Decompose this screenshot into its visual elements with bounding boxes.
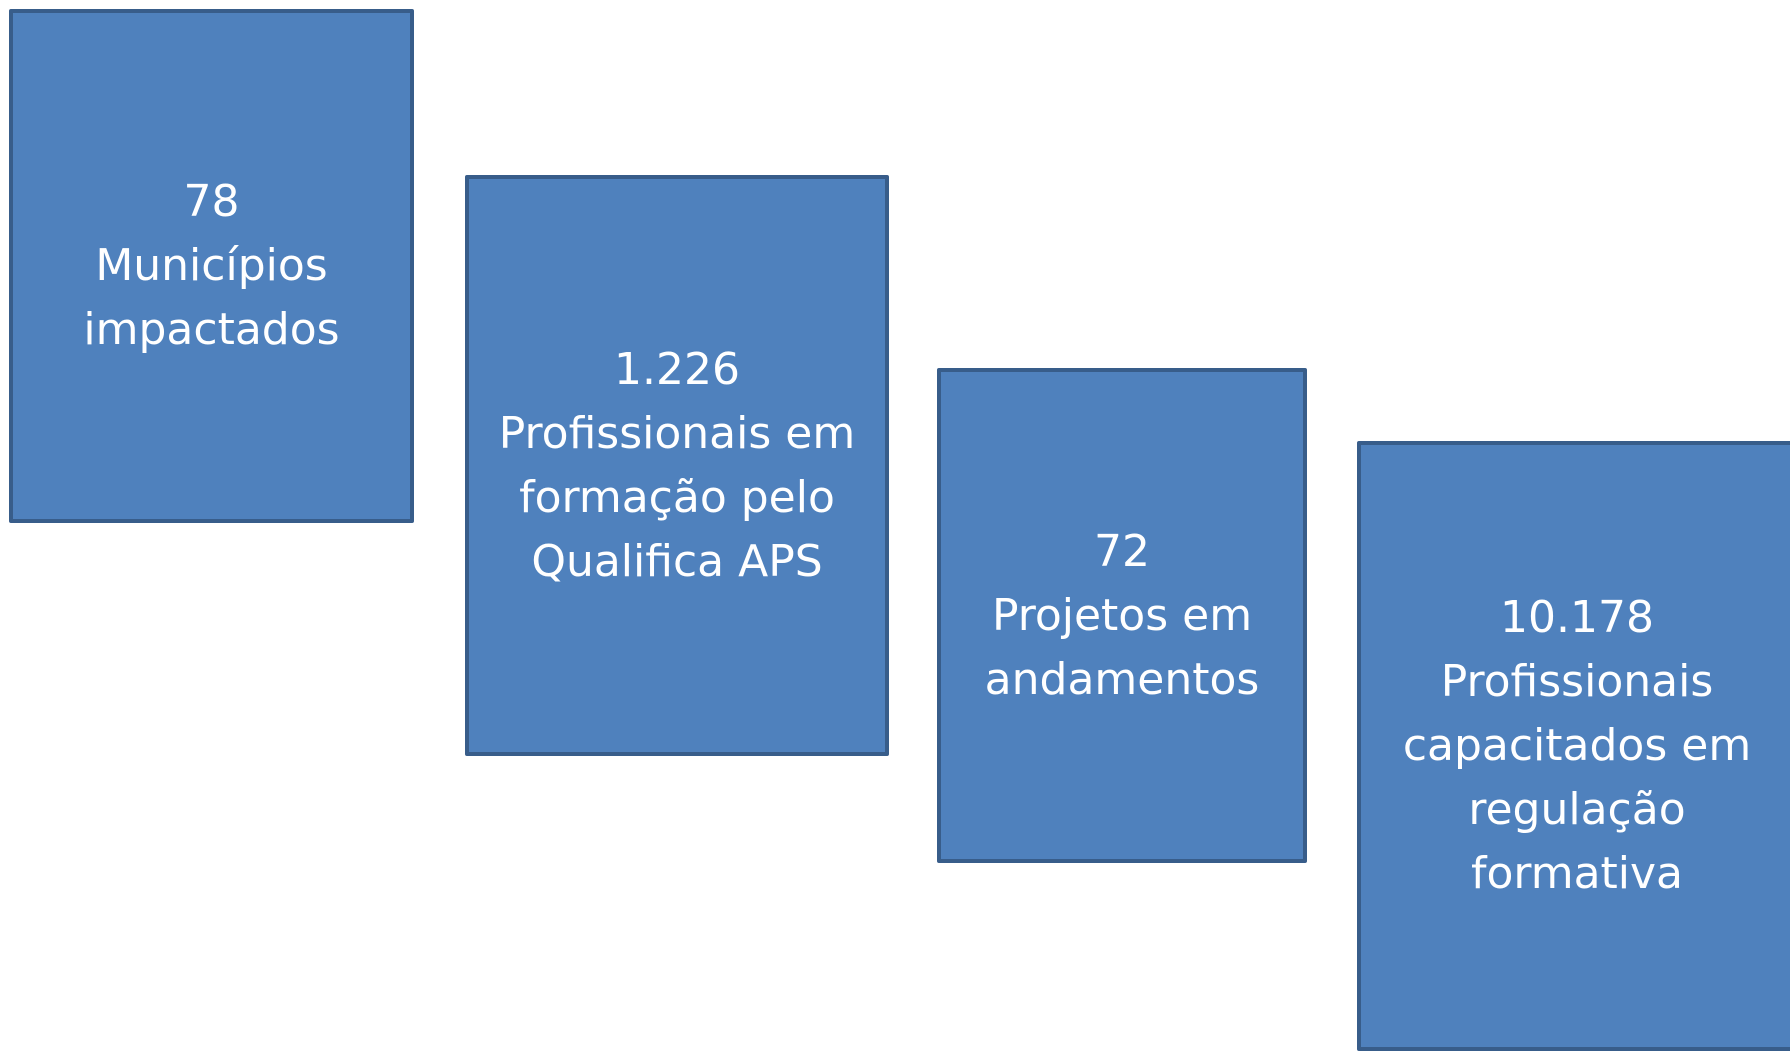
stat-number: 10.178 xyxy=(1500,592,1654,643)
stat-label: formativa xyxy=(1470,848,1684,899)
stat-label: Qualifica APS xyxy=(531,535,823,587)
stat-box: 78 Municípios impactados xyxy=(9,9,414,523)
stat-label: andamentos xyxy=(984,653,1260,705)
stat-box: 10.178 Profissionais capacitados em regu… xyxy=(1357,441,1790,1051)
stat-label: Projetos em xyxy=(991,589,1253,641)
stat-label: Municípios xyxy=(95,240,328,291)
stat-number: 78 xyxy=(183,176,240,227)
stat-label: Profissionais em xyxy=(498,407,856,459)
stat-number: 72 xyxy=(1094,525,1150,577)
stat-label: Profissionais xyxy=(1440,656,1714,707)
stat-label: regulação xyxy=(1468,784,1686,835)
stat-label: formação pelo xyxy=(519,471,835,523)
stat-number: 1.226 xyxy=(614,343,740,395)
stat-label: impactados xyxy=(83,304,340,355)
stat-label: capacitados em xyxy=(1402,720,1752,771)
stat-box: 72 Projetos em andamentos xyxy=(937,368,1307,863)
stat-box: 1.226 Profissionais em formação pelo Qua… xyxy=(465,175,889,756)
